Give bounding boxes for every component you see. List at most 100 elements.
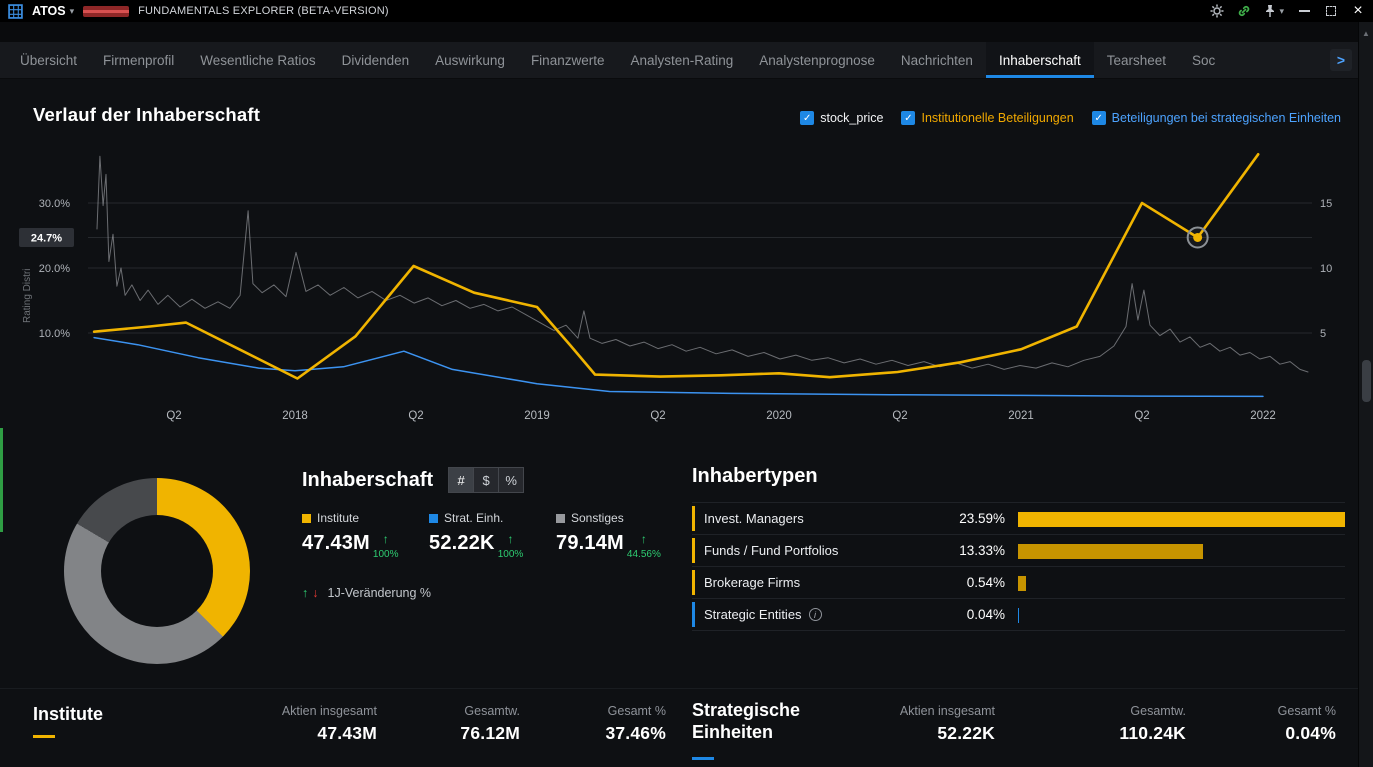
holder-change: ↑ 100% xyxy=(372,533,399,560)
holder-types-title: Inhabertypen xyxy=(692,465,818,487)
stat-value: 0.04% xyxy=(1285,723,1336,743)
holder-type-row-invest-managers[interactable]: Invest. Managers 23.59% xyxy=(692,503,1345,535)
tab-soc[interactable]: Soc xyxy=(1192,52,1216,68)
unit-button-$[interactable]: $ xyxy=(473,467,500,493)
svg-text:Q2: Q2 xyxy=(408,410,423,422)
tab-auswirkung[interactable]: Auswirkung xyxy=(435,52,505,68)
ticker-dropdown[interactable]: ATOS ▾ xyxy=(32,4,74,18)
stat-label: Aktien insgesamt xyxy=(899,704,995,718)
tab-analysten-rating[interactable]: Analysten-Rating xyxy=(630,52,734,68)
minimize-button[interactable] xyxy=(1297,3,1311,19)
holder-change-pct: 100% xyxy=(372,549,399,560)
tab-analystenprognose[interactable]: Analystenprognose xyxy=(759,52,875,68)
holder-value: 47.43M xyxy=(302,532,370,554)
holder-type-label: Funds / Fund Portfolios xyxy=(704,543,839,558)
vertical-scrollbar[interactable]: ▲ xyxy=(1358,22,1373,767)
up-arrow-icon: ↑ xyxy=(640,532,647,546)
holder-legend: Institute xyxy=(302,511,429,525)
row-accent xyxy=(692,506,695,531)
checkbox-checked-icon[interactable]: ✓ xyxy=(901,111,916,125)
current-value-badge xyxy=(19,227,74,247)
tab-finanzwerte[interactable]: Finanzwerte xyxy=(530,52,605,68)
ownership-panel-title: Inhaberschaft xyxy=(302,468,434,491)
legend-label: stock_price xyxy=(820,111,884,125)
svg-text:24.7%: 24.7% xyxy=(31,232,62,244)
stat-aktien-insgesamt: Aktien insgesamt 47.43M xyxy=(240,704,377,744)
svg-text:10.0%: 10.0% xyxy=(39,328,70,340)
holder-value: 52.22K xyxy=(429,532,495,554)
svg-text:20.0%: 20.0% xyxy=(39,263,70,275)
holder-type-pct: 0.04% xyxy=(966,607,1005,622)
y-axis-label: Rating Distri xyxy=(22,269,33,323)
stat-value: 110.24K xyxy=(1119,723,1186,743)
stat-value: 52.22K xyxy=(937,723,995,743)
gear-icon[interactable] xyxy=(1210,3,1224,19)
tab-wesentliche-ratios[interactable]: Wesentliche Ratios xyxy=(200,52,316,68)
holder-change-pct: 100% xyxy=(497,549,524,560)
holder-type-bar xyxy=(1018,608,1019,623)
svg-text:2019: 2019 xyxy=(524,410,550,422)
tab-dividenden[interactable]: Dividenden xyxy=(341,52,410,68)
legend-item-beteiligungen-bei-strategischen-einheiten[interactable]: ✓ Beteiligungen bei strategischen Einheit… xyxy=(1091,111,1341,125)
holders-summary: Institute 47.43M ↑ 100% Strat. Einh. 52.22K ↑ 1… xyxy=(302,511,686,560)
scrollbar-thumb[interactable] xyxy=(1362,360,1371,402)
stat-gesamt: Gesamt % 37.46% xyxy=(528,704,666,744)
holder-legend: Strat. Einh. xyxy=(429,511,556,525)
holder-type-row-brokerage-firms[interactable]: Brokerage Firms 0.54% xyxy=(692,567,1345,599)
tabs-scroll-right-button[interactable]: > xyxy=(1330,49,1352,71)
titlebar: ATOS ▾ FUNDAMENTALS EXPLORER (BETA-VERSI… xyxy=(0,0,1373,22)
holder-type-pct: 0.54% xyxy=(966,575,1005,590)
series-beteiligungen-bei-strategischen-einheiten xyxy=(93,336,1264,398)
holder-label: Sonstiges xyxy=(571,511,624,525)
svg-text:15: 15 xyxy=(1320,198,1332,210)
close-button[interactable]: × xyxy=(1353,2,1363,19)
holder-institute: Institute 47.43M ↑ 100% xyxy=(302,511,429,560)
svg-text:2022: 2022 xyxy=(1250,410,1276,422)
holder-type-row-strategic-entities[interactable]: Strategic Entities i 0.04% xyxy=(692,599,1345,631)
holder-types-rows: Invest. Managers 23.59% Funds / Fund Portf… xyxy=(692,502,1345,631)
unit-button-%[interactable]: % xyxy=(498,467,525,493)
svg-text:5: 5 xyxy=(1320,328,1326,340)
holder-change-pct: 44.56% xyxy=(626,549,661,560)
holder-value-row: 47.43M ↑ 100% xyxy=(302,532,429,560)
ownership-panel: Inhaberschaft # $% Institute 47.43M ↑ 100% St… xyxy=(302,467,686,600)
ownership-donut xyxy=(64,478,250,664)
checkbox-checked-icon[interactable]: ✓ xyxy=(800,111,815,125)
checkbox-checked-icon[interactable]: ✓ xyxy=(1091,111,1106,125)
stat-gesamtw: Gesamtw. 76.12M xyxy=(383,704,520,744)
stat-label: Gesamt % xyxy=(607,704,666,718)
tab-inhaberschaft[interactable]: Inhaberschaft xyxy=(985,42,1094,78)
stat-aktien-insgesamt: Aktien insgesamt 52.22K xyxy=(858,704,995,744)
legend-item-stock-price[interactable]: ✓ stock_price xyxy=(800,111,883,125)
app-grid-icon[interactable] xyxy=(8,3,23,19)
ownership-history-chart: 30.0% 20.0% 10.0% 15 10 5 Q2 2018 Q2 2019 Q2 2020 Q2… xyxy=(19,153,1332,422)
svg-text:10: 10 xyxy=(1320,263,1332,275)
unit-toggle-group: # $% xyxy=(448,467,525,493)
change-footnote: ↑ ↓ 1J-Veränderung % xyxy=(302,586,686,600)
unit-button-#[interactable]: # xyxy=(448,467,475,493)
stat-label: Gesamtw. xyxy=(464,704,520,718)
page-title: Verlauf der Inhaberschaft xyxy=(33,104,261,125)
stat-label: Aktien insgesamt xyxy=(281,704,377,718)
tab-nachrichten[interactable]: Nachrichten xyxy=(900,52,973,68)
stat-gesamtw: Gesamtw. 110.24K xyxy=(1048,704,1186,744)
legend-item-institutionelle-beteiligungen[interactable]: ✓ Institutionelle Beteiligungen xyxy=(901,111,1074,125)
restore-button[interactable] xyxy=(1324,3,1338,19)
stat-value: 76.12M xyxy=(460,723,520,743)
tab-tearsheet[interactable]: Tearsheet xyxy=(1106,52,1167,68)
holder-label: Institute xyxy=(317,511,360,525)
current-point-marker xyxy=(1193,232,1203,242)
legend-label: Institutionelle Beteiligungen xyxy=(921,111,1074,125)
link-icon[interactable] xyxy=(1237,3,1251,19)
chart-legend: ✓ stock_price ✓ Institutionelle Beteiligung… xyxy=(800,111,1341,125)
tab-firmenprofil[interactable]: Firmenprofil xyxy=(103,52,175,68)
holder-type-pct: 23.59% xyxy=(959,511,1005,526)
scroll-up-icon[interactable]: ▲ xyxy=(1362,29,1370,38)
legend-swatch xyxy=(556,513,565,523)
tab-bersicht[interactable]: Übersicht xyxy=(20,52,78,68)
pin-dropdown[interactable]: ▾ xyxy=(1264,4,1284,18)
legend-swatch xyxy=(302,513,311,523)
holder-type-row-funds-fund-portfolios[interactable]: Funds / Fund Portfolios 13.33% xyxy=(692,535,1345,567)
tab-bar: Übersicht Firmenprofil Wesentliche Ratios D… xyxy=(0,42,1358,79)
info-icon[interactable]: i xyxy=(808,608,822,621)
